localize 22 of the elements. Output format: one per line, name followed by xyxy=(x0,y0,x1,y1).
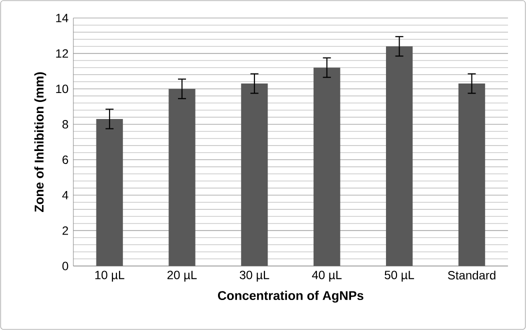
y-tick-label: 8 xyxy=(62,120,68,129)
x-tick-label: 30 µL xyxy=(240,270,270,282)
y-tick-label: 4 xyxy=(62,191,68,200)
x-tick-label: 50 µL xyxy=(384,270,414,282)
bar xyxy=(168,88,196,266)
x-tick-label: 20 µL xyxy=(167,270,197,282)
y-tick-label: 6 xyxy=(62,155,68,164)
x-axis-title: Concentration of AgNPs xyxy=(218,290,364,303)
bar xyxy=(386,46,413,266)
y-tick-label: 10 xyxy=(56,84,68,94)
x-tick-label: Standard xyxy=(448,270,496,280)
y-tick-label: 2 xyxy=(62,226,68,235)
y-tick-label: 12 xyxy=(56,49,68,58)
bar xyxy=(314,68,340,266)
bar xyxy=(241,84,268,266)
y-tick-label: 0 xyxy=(62,262,68,270)
x-tick-label: 10 µL xyxy=(95,270,124,282)
x-tick-label: 40 µL xyxy=(312,270,342,282)
y-tick-label: 14 xyxy=(56,14,68,22)
y-axis-title: Zone of Inhibition (mm) xyxy=(34,72,46,212)
bar xyxy=(458,84,486,266)
bar xyxy=(96,118,123,266)
